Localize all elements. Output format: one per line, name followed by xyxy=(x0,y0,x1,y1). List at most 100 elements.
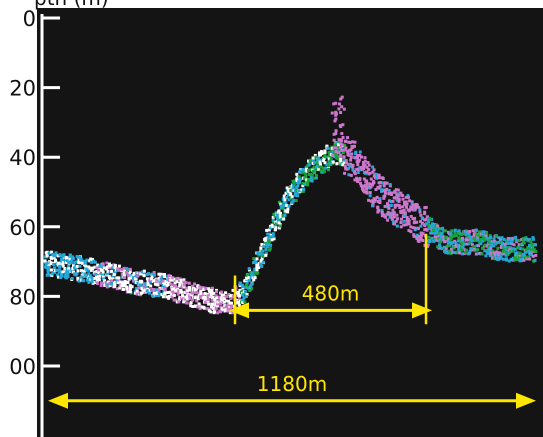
profile-point xyxy=(481,230,485,234)
profile-point xyxy=(182,283,186,287)
profile-point xyxy=(75,264,79,268)
profile-point xyxy=(193,296,197,300)
profile-point xyxy=(296,194,300,198)
profile-point xyxy=(261,260,265,264)
profile-point xyxy=(430,227,434,231)
profile-point xyxy=(156,283,160,287)
profile-point xyxy=(363,163,367,167)
profile-point xyxy=(492,244,496,248)
profile-point xyxy=(359,168,363,172)
profile-point xyxy=(523,237,527,241)
profile-point xyxy=(121,288,125,292)
profile-point xyxy=(284,191,288,195)
profile-point xyxy=(227,292,231,296)
profile-point xyxy=(290,200,294,204)
profile-point xyxy=(59,254,63,258)
profile-point xyxy=(53,266,57,270)
profile-point xyxy=(472,247,476,251)
profile-point xyxy=(425,215,429,219)
profile-point xyxy=(191,305,195,309)
profile-point xyxy=(289,192,293,196)
profile-point xyxy=(390,216,394,220)
profile-point xyxy=(201,296,205,300)
profile-point xyxy=(463,242,467,246)
profile-point xyxy=(45,252,49,256)
profile-point xyxy=(496,240,500,244)
profile-point xyxy=(65,271,69,275)
profile-point xyxy=(110,279,114,283)
profile-point xyxy=(295,188,299,192)
profile-point xyxy=(417,239,421,243)
profile-point xyxy=(329,157,333,161)
profile-point xyxy=(83,272,87,276)
profile-point xyxy=(213,298,217,302)
profile-point xyxy=(287,204,291,208)
profile-point xyxy=(81,261,85,265)
profile-point xyxy=(148,280,152,284)
profile-point xyxy=(386,218,390,222)
profile-point xyxy=(113,283,117,287)
profile-point xyxy=(432,223,436,227)
profile-point xyxy=(501,250,505,254)
profile-point xyxy=(175,277,179,281)
profile-point xyxy=(348,164,352,168)
profile-point xyxy=(460,236,464,240)
profile-point xyxy=(448,230,452,234)
profile-point xyxy=(531,236,535,240)
profile-point xyxy=(363,156,367,160)
profile-point xyxy=(340,143,344,147)
profile-point xyxy=(379,181,383,185)
profile-point xyxy=(340,105,344,109)
profile-point xyxy=(149,284,153,288)
profile-point xyxy=(261,255,265,259)
profile-point xyxy=(319,153,323,157)
profile-point xyxy=(164,279,168,283)
profile-point xyxy=(135,292,139,296)
profile-point xyxy=(106,269,110,273)
profile-point xyxy=(418,210,422,214)
profile-point xyxy=(412,221,416,225)
profile-point xyxy=(479,242,483,246)
profile-point xyxy=(382,196,386,200)
profile-point xyxy=(322,170,326,174)
profile-point xyxy=(277,221,281,225)
profile-point xyxy=(356,180,360,184)
profile-point xyxy=(402,200,406,204)
profile-point xyxy=(355,167,359,171)
profile-point xyxy=(430,236,434,240)
profile-point xyxy=(127,277,131,281)
profile-point xyxy=(506,245,510,249)
profile-point xyxy=(340,132,344,136)
profile-point xyxy=(528,246,532,250)
profile-point xyxy=(463,248,467,252)
profile-point xyxy=(45,250,49,254)
profile-point xyxy=(404,205,408,209)
profile-point xyxy=(225,295,229,299)
profile-point xyxy=(106,265,110,269)
profile-point xyxy=(511,256,515,260)
profile-point xyxy=(371,165,375,169)
profile-point xyxy=(403,213,407,217)
profile-point xyxy=(349,162,353,166)
profile-point xyxy=(454,241,458,245)
profile-point xyxy=(214,294,218,298)
profile-point xyxy=(388,183,392,187)
profile-point xyxy=(140,286,144,290)
profile-point xyxy=(146,278,150,282)
profile-point xyxy=(397,197,401,201)
profile-point xyxy=(140,284,144,288)
profile-point xyxy=(293,192,297,196)
profile-point xyxy=(101,264,105,268)
profile-point xyxy=(509,249,513,253)
profile-point xyxy=(483,249,487,253)
profile-point xyxy=(113,266,117,270)
profile-point xyxy=(75,255,79,259)
profile-point xyxy=(255,263,259,267)
profile-point xyxy=(269,226,273,230)
profile-point xyxy=(506,236,510,240)
profile-point xyxy=(68,255,72,259)
profile-point xyxy=(135,289,139,293)
profile-point xyxy=(481,235,485,239)
profile-point xyxy=(468,240,472,244)
profile-point xyxy=(140,280,144,284)
